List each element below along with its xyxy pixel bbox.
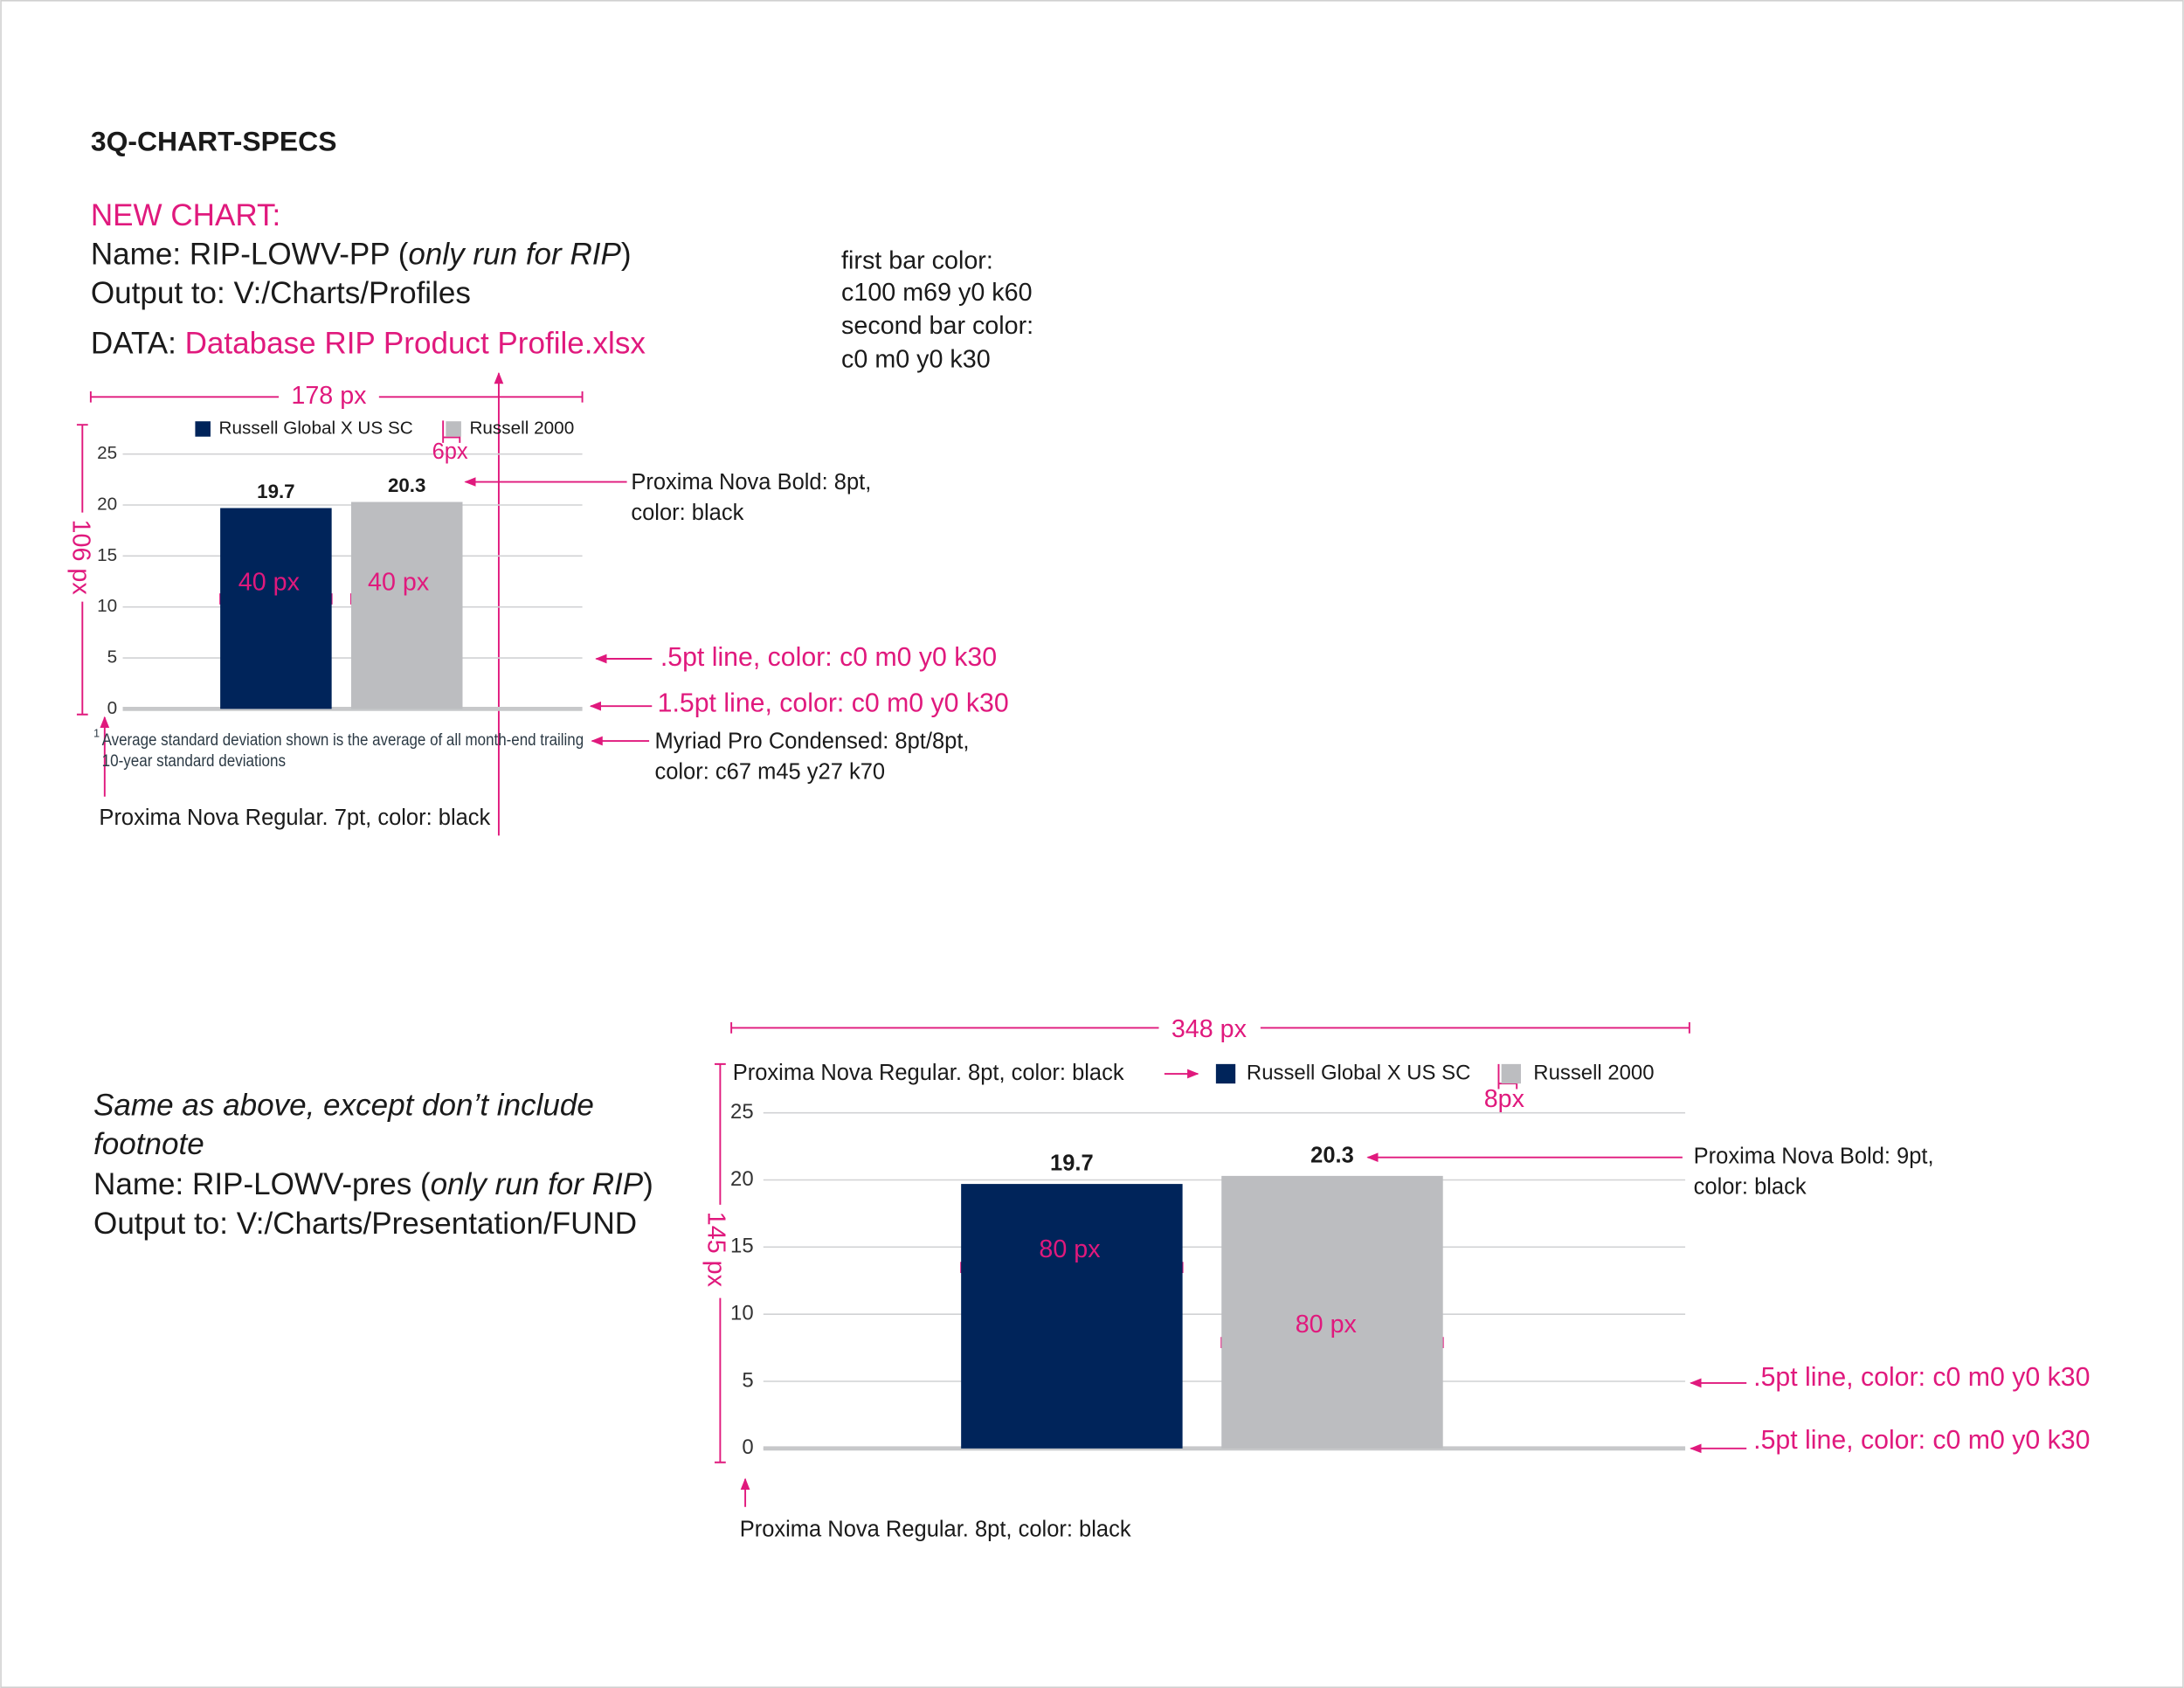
spec-description: footnote	[93, 1127, 204, 1161]
annotation: 6px	[432, 439, 468, 464]
y-tick-label: 15	[97, 545, 117, 565]
annotation: .5pt line, color: c0 m0 y0 k30	[1753, 1363, 2090, 1392]
value-label: 20.3	[388, 474, 425, 496]
y-tick-label: 20	[730, 1167, 754, 1191]
annotation: 1.5pt line, color: c0 m0 y0 k30	[658, 689, 1009, 718]
y-tick-label: 0	[107, 698, 118, 718]
legend-label: Russell Global X US SC	[219, 418, 413, 438]
data-label: DATA:	[91, 327, 185, 361]
color-note: first bar color:	[841, 246, 993, 274]
annotation: 145 px	[702, 1212, 729, 1288]
spec-data: DATA: Database RIP Product Profile.xlsx	[91, 327, 646, 361]
annotation: 40 px	[238, 568, 301, 596]
y-tick-label: 10	[730, 1301, 754, 1325]
annotation: Proxima Nova Regular. 8pt, color: black	[740, 1518, 1131, 1542]
spec-heading: NEW CHART:	[91, 198, 280, 232]
legend-swatch	[446, 421, 461, 437]
annotation: Myriad Pro Condensed: 8pt/8pt,	[654, 729, 969, 753]
name-part: )	[621, 238, 632, 272]
legend-swatch	[195, 421, 211, 437]
bar	[350, 502, 463, 709]
bar	[961, 1184, 1183, 1449]
annotation: 80 px	[1039, 1235, 1101, 1263]
y-tick-label: 25	[97, 443, 117, 463]
annotation: 80 px	[1296, 1311, 1358, 1339]
name-part: Name: RIP-LOWV-PP (	[91, 238, 409, 272]
annotation: 106 px	[67, 520, 95, 596]
color-note: second bar color:	[841, 312, 1033, 340]
name-part: only run for RIP	[408, 238, 621, 272]
color-note: c0 m0 y0 k30	[841, 345, 991, 373]
spec-name: Name: RIP-LOWV-PP (only run for RIP)	[91, 238, 632, 272]
footnote-marker: 1	[93, 726, 100, 739]
y-tick-label: 20	[97, 494, 117, 514]
annotation: color: c67 m45 y27 k70	[654, 759, 885, 784]
annotation: color: black	[1694, 1174, 1807, 1199]
value-label: 19.7	[257, 481, 294, 502]
spec-output: Output to: V:/Charts/Presentation/FUND	[93, 1207, 637, 1241]
annotation: .5pt line, color: c0 m0 y0 k30	[660, 643, 997, 672]
bar	[1221, 1175, 1443, 1449]
annotation: Proxima Nova Bold: 9pt,	[1694, 1144, 1934, 1168]
spec-name: Name: RIP-LOWV-pres (only run for RIP)	[93, 1167, 653, 1201]
annotation: Proxima Nova Regular. 7pt, color: black	[99, 806, 490, 830]
page-title: 3Q-CHART-SPECS	[91, 126, 337, 157]
annotation: 178 px	[291, 382, 367, 410]
name-part: )	[643, 1167, 653, 1201]
y-tick-label: 0	[742, 1435, 753, 1459]
value-label: 20.3	[1310, 1143, 1354, 1167]
value-label: 19.7	[1050, 1152, 1094, 1176]
annotation: .5pt line, color: c0 m0 y0 k30	[1753, 1426, 2090, 1455]
annotation: Proxima Nova Regular. 8pt, color: black	[733, 1061, 1124, 1085]
y-tick-label: 5	[742, 1368, 753, 1392]
y-tick-label: 10	[97, 596, 117, 616]
annotation: color: black	[631, 501, 743, 525]
legend-label: Russell Global X US SC	[1247, 1061, 1470, 1084]
bar	[220, 508, 332, 709]
footnote: 10-year standard deviations	[102, 752, 286, 771]
annotation: 8px	[1484, 1085, 1525, 1113]
legend-swatch	[1501, 1063, 1521, 1084]
annotation: 40 px	[368, 568, 430, 596]
legend-label: Russell 2000	[1533, 1061, 1654, 1084]
name-part: only run for RIP	[431, 1167, 644, 1201]
spec-output: Output to: V:/Charts/Profiles	[91, 276, 471, 310]
footnote: Average standard deviation shown is the …	[102, 731, 584, 750]
y-tick-label: 15	[730, 1235, 754, 1258]
data-file: Database RIP Product Profile.xlsx	[185, 327, 646, 361]
annotation: Proxima Nova Bold: 8pt,	[631, 470, 871, 495]
y-tick-label: 5	[107, 647, 118, 668]
annotation: 348 px	[1171, 1015, 1248, 1043]
spec-description: Same as above, except don’t include	[93, 1089, 594, 1123]
color-note: c100 m69 y0 k60	[841, 279, 1032, 307]
legend-label: Russell 2000	[469, 418, 574, 438]
y-tick-label: 25	[730, 1100, 754, 1124]
name-part: Name: RIP-LOWV-pres (	[93, 1167, 431, 1201]
legend-swatch	[1215, 1063, 1236, 1084]
